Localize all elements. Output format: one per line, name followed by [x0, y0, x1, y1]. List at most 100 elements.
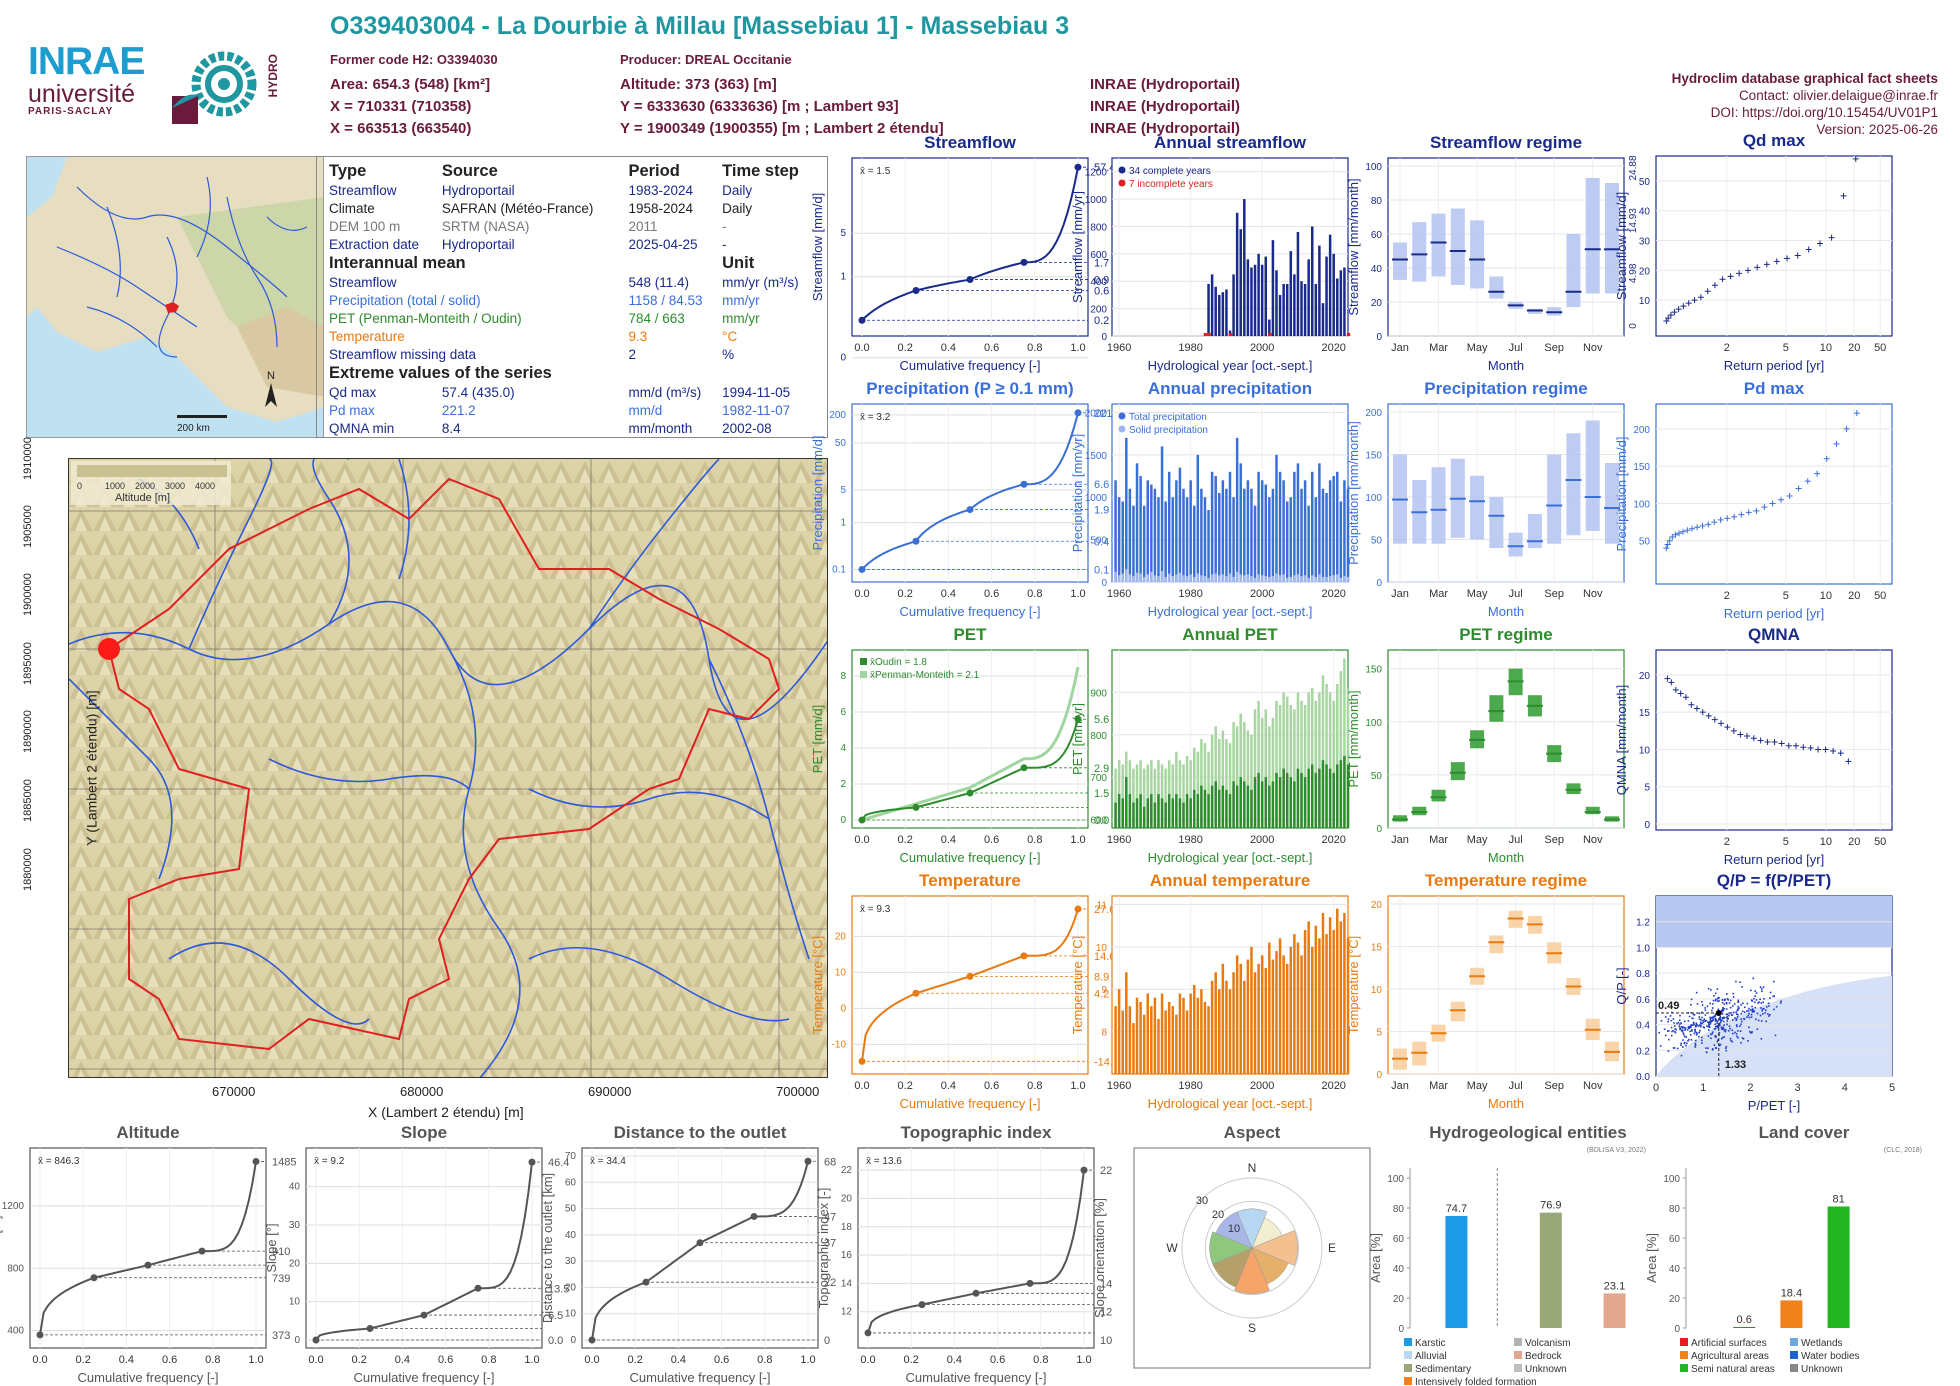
legend-label: Total precipitation	[1129, 412, 1207, 423]
x-tick-label: 0.4	[671, 1354, 686, 1366]
y-tick-label: 0.0	[1636, 1072, 1650, 1083]
plot-frame	[1387, 403, 1625, 583]
chart-title: PET	[953, 625, 987, 644]
bar	[1257, 471, 1260, 582]
scatter-point	[1689, 1025, 1692, 1028]
bar	[1239, 777, 1242, 828]
scatter-point	[1724, 1047, 1727, 1050]
bar	[1235, 955, 1239, 1074]
x-tick-label: 1.0	[1070, 342, 1085, 354]
x-tick-label: 0.8	[481, 1354, 496, 1366]
x-tick-label: 1.0	[248, 1354, 263, 1366]
y-tick-label: 80	[1393, 1204, 1405, 1215]
right-tick-label: 22	[1100, 1165, 1112, 1177]
scatter-point	[1737, 1008, 1739, 1011]
bar-solid	[1192, 576, 1196, 582]
bar-solid	[1260, 575, 1264, 582]
doi-link[interactable]: DOI: https://doi.org/10.15454/UV01P1	[1710, 105, 1938, 120]
bar-solid	[1325, 576, 1328, 582]
bar-penman	[1114, 768, 1117, 828]
alt-legend-tick: 0	[77, 481, 82, 491]
data-point	[1745, 509, 1752, 516]
x-axis-label: Cumulative frequency [-]	[900, 1096, 1041, 1111]
chart-title: Altitude	[116, 1123, 179, 1142]
scatter-point	[1671, 1011, 1673, 1014]
y-tick-label: 40	[1371, 264, 1383, 275]
scatter-point	[1679, 1014, 1681, 1017]
scatter-point	[1669, 1015, 1672, 1017]
bar-solid	[1114, 571, 1117, 582]
y-tick-label: 0	[840, 353, 846, 364]
x-tick-label: 0.4	[119, 1354, 134, 1366]
bar	[1207, 509, 1210, 582]
scatter-point	[1747, 1014, 1750, 1017]
bar-solid	[1146, 574, 1150, 582]
scatter-point	[1727, 1014, 1730, 1017]
y-tick-label: 150	[1365, 451, 1382, 462]
data-point	[1757, 737, 1764, 744]
bar	[1318, 245, 1321, 336]
scatter-point	[1709, 1020, 1712, 1023]
x-tick-label: 20	[1848, 590, 1860, 602]
y-tick-label: 50	[1639, 177, 1651, 188]
scatter-point	[1683, 1035, 1686, 1038]
bar-solid	[1310, 575, 1314, 582]
box-iqr	[1566, 234, 1581, 308]
bar-solid	[1250, 576, 1253, 582]
scatter-point	[1689, 1034, 1692, 1036]
plot-frame	[851, 157, 1089, 337]
bar	[1278, 471, 1282, 582]
mean-label: x̄ = 846.3	[38, 1156, 80, 1167]
legend-label: Intensively folded formation	[1415, 1377, 1537, 1386]
scatter-point	[1683, 1020, 1686, 1023]
bar	[1228, 471, 1232, 582]
legend-swatch	[1680, 1364, 1688, 1372]
x-axis-label: Return period [yr]	[1724, 852, 1824, 867]
bar	[1271, 781, 1275, 828]
scatter-point	[1707, 1047, 1709, 1049]
chart-title: Annual streamflow	[1154, 133, 1307, 152]
x-tick-label: 0.2	[898, 588, 913, 600]
quantile-point	[864, 1329, 872, 1337]
ring-label: 10	[1228, 1223, 1240, 1235]
box-iqr	[1508, 532, 1523, 557]
right-tick-label: 13.5	[548, 1283, 569, 1295]
data-point	[1786, 493, 1793, 499]
scatter-point	[1684, 1029, 1686, 1031]
scatter-point	[1710, 1037, 1712, 1040]
y-tick-label: 1200	[2, 1201, 25, 1212]
data-point	[1744, 267, 1751, 274]
x-tick-label: 2020	[1321, 588, 1345, 600]
y-tick-label: 0	[1644, 820, 1650, 831]
scatter-point	[1726, 1020, 1728, 1022]
x-tick-label: Mar	[1429, 588, 1448, 600]
contact[interactable]: Contact: olivier.delaigue@inrae.fr	[1738, 88, 1938, 103]
data-point	[1823, 455, 1830, 462]
bar-penman	[1225, 739, 1228, 828]
bar	[1125, 437, 1128, 582]
scatter-point	[1679, 1028, 1681, 1031]
scatter-point	[1736, 1016, 1739, 1018]
scatter-point	[1667, 1020, 1669, 1023]
plot-frame	[1655, 649, 1893, 831]
bar	[1328, 234, 1332, 336]
y-tick-label: 800	[7, 1263, 24, 1274]
legend-swatch	[1118, 179, 1126, 187]
category-bar	[1603, 1293, 1626, 1328]
y-tick-label: 0	[840, 815, 846, 826]
chart-title: PET regime	[1459, 625, 1553, 644]
scatter-point	[1664, 1016, 1667, 1018]
quantile-point	[36, 1331, 44, 1339]
bar	[1268, 942, 1271, 1074]
category-bar	[1827, 1206, 1850, 1328]
scatter-point	[1746, 1010, 1748, 1012]
quantile-point	[90, 1274, 98, 1282]
bar	[1250, 267, 1253, 336]
y-tick-label: 20	[1639, 266, 1651, 277]
data-point	[1744, 733, 1751, 740]
x-tick-label: 0.0	[854, 588, 869, 600]
extreme-heading: Extreme values of the series	[329, 363, 552, 382]
bar-penman	[1307, 692, 1310, 828]
scatter-point	[1721, 999, 1724, 1001]
x-tick-label: 10	[1820, 836, 1832, 848]
